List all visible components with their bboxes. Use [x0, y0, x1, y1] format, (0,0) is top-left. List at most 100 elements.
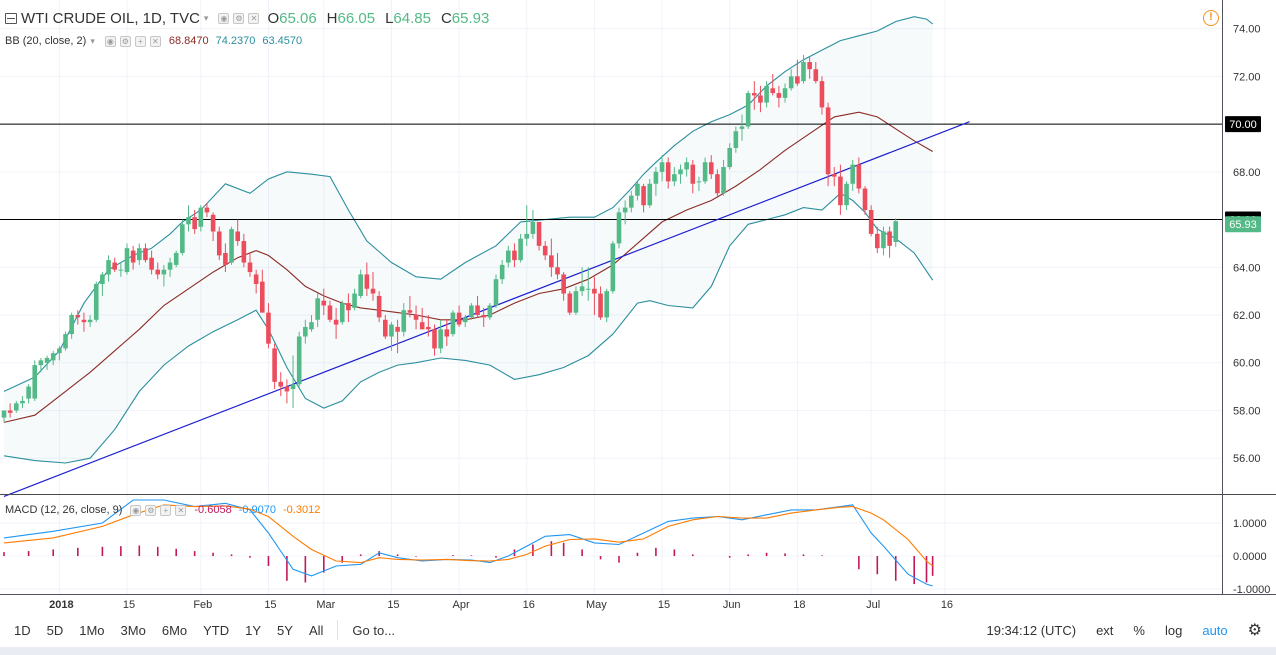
more-icon[interactable]: +: [134, 35, 146, 47]
eye-icon[interactable]: ◉: [104, 35, 116, 47]
eye-icon[interactable]: ◉: [218, 13, 230, 24]
timeframe-1d[interactable]: 1D: [14, 622, 31, 638]
candle: [665, 157, 671, 189]
time-axis[interactable]: 2018 15 Feb 15 Mar 15 Apr 16 May 15 Jun 18 Jul 16: [49, 599, 953, 611]
close-icon[interactable]: ✕: [175, 504, 187, 516]
timeframe-1y[interactable]: 1Y: [245, 622, 262, 638]
candle-body: [610, 243, 616, 292]
time-axis-label: 16: [941, 599, 953, 611]
candle: [395, 319, 400, 354]
symbol-title[interactable]: WTI CRUDE OIL, 1D, TVC: [21, 10, 200, 27]
candle-body: [506, 250, 511, 263]
candle-body: [856, 164, 862, 189]
close-icon[interactable]: ✕: [149, 35, 161, 47]
macd-signal-value: -0.3012: [283, 504, 321, 516]
timeframe-5y[interactable]: 5Y: [277, 622, 293, 638]
candle: [161, 264, 167, 287]
macd-axis[interactable]: 1.0000 0.0000 -1.0000: [1233, 518, 1270, 596]
dropdown-icon[interactable]: ▾: [90, 35, 95, 46]
alert-icon[interactable]: !: [1203, 10, 1219, 26]
candle: [678, 164, 683, 184]
close-value: 65.93: [451, 10, 490, 27]
timeframe-ytd[interactable]: YTD: [203, 622, 230, 638]
candle-body: [69, 315, 74, 335]
bb-basis-value: 68.8470: [168, 35, 209, 47]
candle-body: [782, 88, 788, 98]
candle-body: [192, 217, 197, 230]
candle-body: [561, 274, 566, 294]
price-badge-text: 70.00: [1229, 119, 1257, 131]
horizontal-lines[interactable]: [0, 123, 1222, 221]
auto-toggle[interactable]: auto: [1202, 622, 1228, 638]
candle: [253, 269, 259, 294]
timeframe-6mo[interactable]: 6Mo: [161, 622, 188, 638]
candle-body: [75, 315, 81, 318]
candle: [659, 155, 665, 182]
candle-body: [518, 238, 523, 261]
candle: [506, 245, 511, 268]
candle: [739, 114, 745, 141]
candle-body: [493, 279, 499, 306]
price-axis[interactable]: 74.0072.0070.0068.0066.0064.0062.0060.00…: [1233, 24, 1261, 466]
candle-body: [401, 310, 407, 332]
dropdown-icon[interactable]: ▾: [203, 13, 209, 23]
settings-gear-icon[interactable]: ⚙: [1247, 622, 1262, 639]
candle: [272, 343, 277, 389]
eye-icon[interactable]: ◉: [130, 504, 142, 516]
clock[interactable]: 19:34:12 (UTC): [986, 622, 1077, 638]
candle: [57, 346, 62, 361]
candle-body: [413, 315, 419, 320]
candle-body: [173, 252, 179, 265]
candle: [573, 286, 579, 316]
candle: [585, 267, 591, 301]
chart[interactable]: 74.0072.0070.0068.0066.0064.0062.0060.00…: [0, 0, 1276, 614]
candle-body: [770, 88, 776, 94]
candle: [106, 255, 111, 282]
candle-body: [63, 334, 68, 349]
candle-body: [462, 317, 468, 323]
candle: [487, 303, 493, 320]
candle: [321, 288, 327, 316]
timeframe-1mo[interactable]: 1Mo: [79, 622, 105, 638]
bollinger-band-fill: [4, 16, 933, 463]
settings-icon[interactable]: ⚙: [233, 13, 245, 24]
candle-body: [444, 329, 450, 337]
goto-button[interactable]: Go to...: [352, 622, 396, 638]
candle: [524, 205, 530, 246]
settings-icon[interactable]: ⚙: [119, 35, 131, 47]
candle: [462, 315, 468, 327]
candle: [856, 157, 862, 194]
candle-body: [764, 85, 769, 103]
bb-label[interactable]: BB (20, close, 2): [5, 35, 87, 47]
price-badge-text: 65.93: [1229, 219, 1257, 231]
candle-body: [567, 293, 573, 313]
candle-body: [229, 229, 234, 263]
percent-toggle[interactable]: %: [1133, 622, 1145, 638]
timeframe-all[interactable]: All: [308, 622, 324, 638]
candle: [622, 200, 628, 225]
more-icon[interactable]: +: [160, 504, 172, 516]
candle: [721, 159, 726, 196]
timeframe-5d[interactable]: 5D: [46, 622, 64, 638]
macd-label[interactable]: MACD (12, 26, close, 9): [5, 504, 123, 516]
close-icon[interactable]: ✕: [248, 13, 260, 24]
settings-icon[interactable]: ⚙: [145, 504, 157, 516]
macd-histogram-value: -0.6058: [194, 504, 232, 516]
candle-body: [708, 162, 714, 175]
candle: [339, 300, 345, 325]
candle-body: [118, 269, 124, 271]
candle: [278, 372, 284, 397]
collapse-icon[interactable]: [5, 13, 17, 24]
candle: [75, 310, 81, 325]
log-toggle[interactable]: log: [1164, 622, 1183, 638]
candle: [260, 269, 265, 313]
timeframe-3mo[interactable]: 3Mo: [120, 622, 146, 638]
candle-body: [536, 221, 542, 246]
ext-toggle[interactable]: ext: [1096, 622, 1114, 638]
candle: [143, 243, 148, 263]
candle: [389, 322, 394, 351]
candle: [690, 159, 696, 194]
trend-line[interactable]: [3, 121, 970, 497]
candle: [831, 167, 837, 187]
candle-body: [881, 231, 886, 249]
